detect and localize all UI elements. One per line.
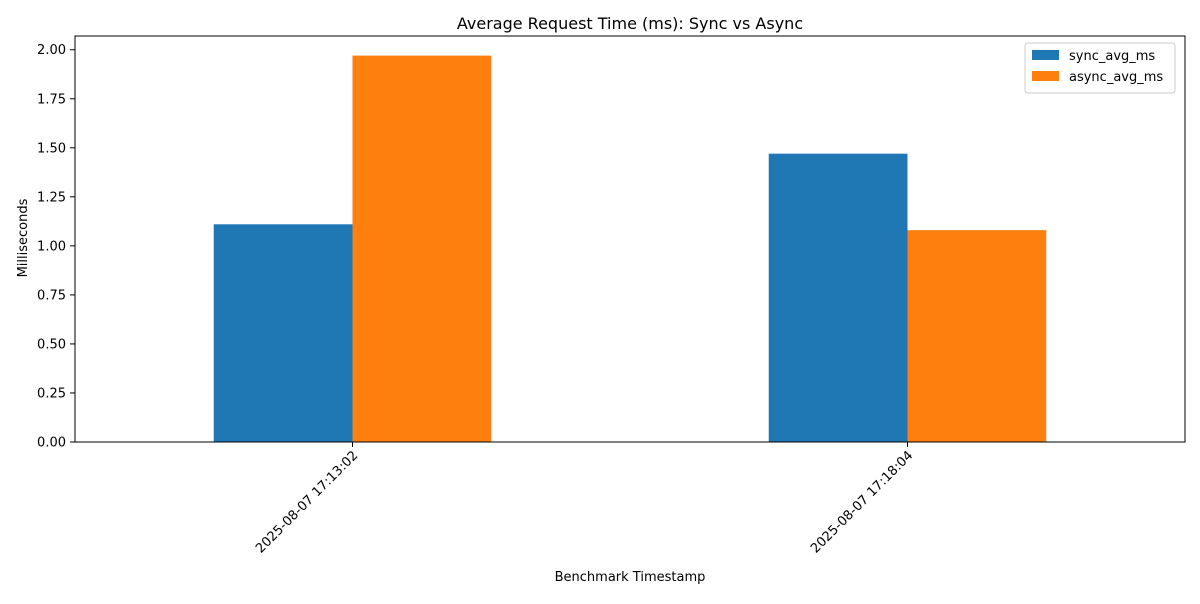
legend-label-async_avg_ms: async_avg_ms [1069, 70, 1163, 85]
bar-sync_avg_ms-1 [213, 224, 353, 442]
y-tick-label: 0.75 [37, 288, 66, 303]
y-tick-label: 0.50 [37, 337, 66, 352]
legend-box [1024, 42, 1176, 94]
plot-area: 0.00 0.25 0.50 0.75 1.00 1.25 1.50 1.75 2.00 2025… [37, 35, 1186, 556]
y-tick-label: 0.00 [37, 436, 66, 451]
y-tick-label: 2.00 [37, 43, 66, 58]
bar-async_avg_ms-1 [352, 55, 492, 442]
y-tick-label: 0.25 [37, 386, 66, 401]
y-tick-label: 1.75 [37, 92, 66, 107]
legend-label-sync_avg_ms: sync_avg_ms [1069, 49, 1155, 64]
legend-swatch-async_avg_ms [1032, 71, 1059, 81]
bar-async_avg_ms-2 [907, 230, 1047, 442]
x-tick-label: 2025-08-07 17:13:02 [253, 448, 361, 556]
y-tick-label: 1.25 [37, 190, 66, 205]
y-tick-label: 1.00 [37, 239, 66, 254]
axes-frame [74, 35, 1186, 443]
y-axis-label: Milliseconds [16, 198, 31, 277]
y-tick-label: 1.50 [37, 141, 66, 156]
x-axis-label: Benchmark Timestamp [555, 570, 706, 585]
x-tick-label: 2025-08-07 17:18:04 [808, 448, 916, 556]
bar-sync_avg_ms-2 [768, 153, 908, 442]
legend-swatch-sync_avg_ms [1032, 50, 1059, 60]
chart-title: Average Request Time (ms): Sync vs Async [457, 14, 803, 33]
legend: sync_avg_ms async_avg_ms [1024, 42, 1176, 94]
